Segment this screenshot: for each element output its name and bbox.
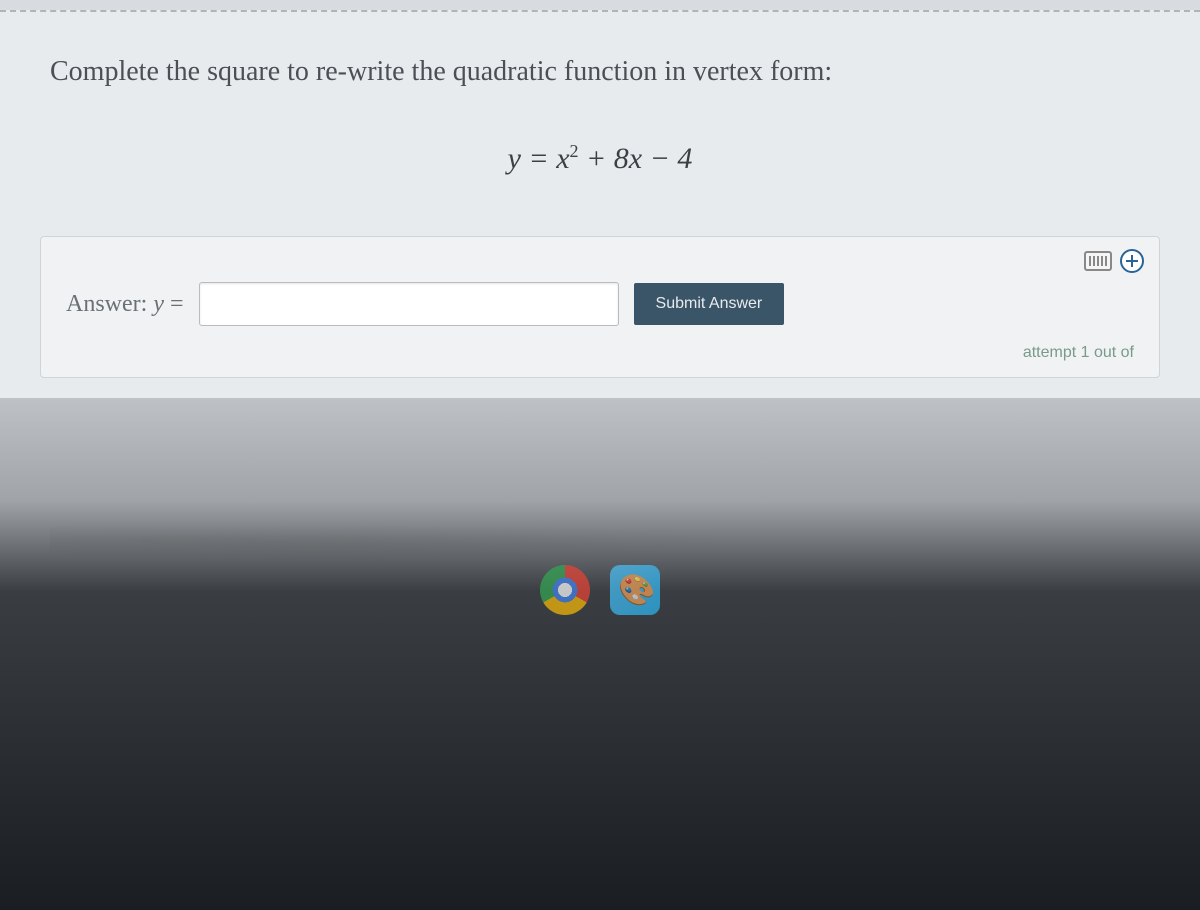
- tool-icons-row: [1084, 249, 1144, 273]
- dock: [0, 550, 1200, 630]
- attempt-counter: attempt 1 out of: [66, 344, 1134, 362]
- submit-answer-button[interactable]: Submit Answer: [634, 283, 785, 325]
- keyboard-icon[interactable]: [1084, 251, 1112, 271]
- paint-app-icon[interactable]: [610, 565, 660, 615]
- answer-label-prefix: Answer:: [66, 291, 153, 317]
- equation-lhs: y: [508, 142, 521, 175]
- equation-exponent: 2: [570, 141, 579, 161]
- chrome-app-icon[interactable]: [540, 565, 590, 615]
- answer-label-equals: =: [164, 291, 184, 317]
- equation-equals: =: [528, 142, 556, 175]
- answer-panel: Answer: y = Submit Answer attempt 1 out …: [40, 236, 1160, 378]
- answer-label: Answer: y =: [66, 291, 184, 318]
- answer-row: Answer: y = Submit Answer: [66, 282, 1134, 326]
- answer-input[interactable]: [199, 282, 619, 326]
- question-content: Complete the square to re-write the quad…: [0, 10, 1200, 398]
- equation-base: x: [556, 142, 569, 175]
- answer-label-var: y: [153, 291, 164, 317]
- question-prompt: Complete the square to re-write the quad…: [50, 52, 1150, 91]
- equation-rest: + 8x − 4: [579, 142, 693, 175]
- plus-circle-icon[interactable]: [1120, 249, 1144, 273]
- equation-display: y = x2 + 8x − 4: [50, 141, 1150, 176]
